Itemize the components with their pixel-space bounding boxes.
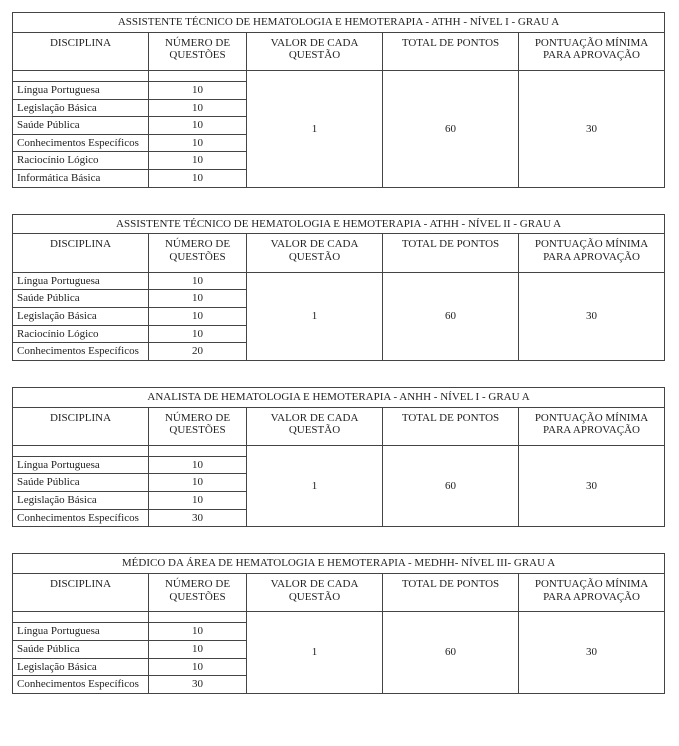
exam-table: ASSISTENTE TÉCNICO DE HEMATOLOGIA E HEMO… — [12, 214, 665, 361]
cell-valor: 1 — [247, 70, 383, 187]
table-title: ANALISTA DE HEMATOLOGIA E HEMOTERAPIA - … — [13, 387, 665, 407]
cell-pontuacao: 30 — [519, 70, 665, 187]
cell-valor: 1 — [247, 445, 383, 527]
header-numero: NÚMERO DE QUESTÕES — [149, 574, 247, 612]
cell-disciplina: Informática Básica — [13, 170, 149, 188]
cell-disciplina: Saúde Pública — [13, 474, 149, 492]
table-title: MÉDICO DA ÁREA DE HEMATOLOGIA E HEMOTERA… — [13, 554, 665, 574]
header-valor: VALOR DE CADA QUESTÃO — [247, 234, 383, 272]
header-valor: VALOR DE CADA QUESTÃO — [247, 574, 383, 612]
cell-total: 60 — [383, 612, 519, 694]
cell-numero: 10 — [149, 272, 247, 290]
cell-numero: 10 — [149, 117, 247, 135]
cell-disciplina: Saúde Pública — [13, 290, 149, 308]
exam-table: ANALISTA DE HEMATOLOGIA E HEMOTERAPIA - … — [12, 387, 665, 527]
cell-disciplina: Língua Portuguesa — [13, 81, 149, 99]
header-total: TOTAL DE PONTOS — [383, 574, 519, 612]
cell-disciplina: Legislação Básica — [13, 658, 149, 676]
table-block: ANALISTA DE HEMATOLOGIA E HEMOTERAPIA - … — [12, 387, 667, 527]
cell-numero: 10 — [149, 290, 247, 308]
cell-numero: 10 — [149, 307, 247, 325]
table-title: ASSISTENTE TÉCNICO DE HEMATOLOGIA E HEMO… — [13, 214, 665, 234]
header-total: TOTAL DE PONTOS — [383, 407, 519, 445]
header-pontuacao: PONTUAÇÃO MÍNIMA PARA APROVAÇÃO — [519, 407, 665, 445]
cell-disciplina: Legislação Básica — [13, 99, 149, 117]
cell-numero: 10 — [149, 474, 247, 492]
cell-numero: 10 — [149, 99, 247, 117]
exam-table: MÉDICO DA ÁREA DE HEMATOLOGIA E HEMOTERA… — [12, 553, 665, 693]
table-block: ASSISTENTE TÉCNICO DE HEMATOLOGIA E HEMO… — [12, 214, 667, 361]
cell-disciplina: Conhecimentos Específicos — [13, 134, 149, 152]
document-root: ASSISTENTE TÉCNICO DE HEMATOLOGIA E HEMO… — [12, 12, 667, 694]
cell-pontuacao: 30 — [519, 612, 665, 694]
cell-disciplina: Conhecimentos Específicos — [13, 676, 149, 694]
header-numero: NÚMERO DE QUESTÕES — [149, 234, 247, 272]
header-valor: VALOR DE CADA QUESTÃO — [247, 407, 383, 445]
cell-total: 60 — [383, 70, 519, 187]
header-pontuacao: PONTUAÇÃO MÍNIMA PARA APROVAÇÃO — [519, 32, 665, 70]
cell-disciplina: Conhecimentos Específicos — [13, 343, 149, 361]
header-valor: VALOR DE CADA QUESTÃO — [247, 32, 383, 70]
cell-pontuacao: 30 — [519, 272, 665, 360]
cell-pontuacao: 30 — [519, 445, 665, 527]
cell-total: 60 — [383, 445, 519, 527]
cell-numero: 10 — [149, 81, 247, 99]
cell-disciplina: Língua Portuguesa — [13, 272, 149, 290]
cell-numero: 10 — [149, 640, 247, 658]
cell-numero: 10 — [149, 134, 247, 152]
cell-numero: 10 — [149, 170, 247, 188]
header-numero: NÚMERO DE QUESTÕES — [149, 407, 247, 445]
cell-numero: 10 — [149, 658, 247, 676]
cell-valor: 1 — [247, 272, 383, 360]
cell-disciplina: Língua Portuguesa — [13, 623, 149, 641]
cell-valor: 1 — [247, 612, 383, 694]
cell-numero: 30 — [149, 509, 247, 527]
cell-disciplina: Saúde Pública — [13, 640, 149, 658]
spacer-row: 16030 — [13, 70, 665, 81]
exam-table: ASSISTENTE TÉCNICO DE HEMATOLOGIA E HEMO… — [12, 12, 665, 188]
cell-numero: 10 — [149, 325, 247, 343]
header-disciplina: DISCIPLINA — [13, 32, 149, 70]
header-total: TOTAL DE PONTOS — [383, 234, 519, 272]
cell-disciplina: Língua Portuguesa — [13, 456, 149, 474]
cell-total: 60 — [383, 272, 519, 360]
table-block: ASSISTENTE TÉCNICO DE HEMATOLOGIA E HEMO… — [12, 12, 667, 188]
cell-numero: 30 — [149, 676, 247, 694]
table-row: Língua Portuguesa1016030 — [13, 272, 665, 290]
cell-disciplina: Raciocínio Lógico — [13, 152, 149, 170]
spacer-row: 16030 — [13, 612, 665, 623]
header-total: TOTAL DE PONTOS — [383, 32, 519, 70]
cell-disciplina: Saúde Pública — [13, 117, 149, 135]
cell-numero: 10 — [149, 152, 247, 170]
cell-numero: 10 — [149, 623, 247, 641]
cell-numero: 20 — [149, 343, 247, 361]
header-numero: NÚMERO DE QUESTÕES — [149, 32, 247, 70]
header-disciplina: DISCIPLINA — [13, 234, 149, 272]
header-disciplina: DISCIPLINA — [13, 407, 149, 445]
table-title: ASSISTENTE TÉCNICO DE HEMATOLOGIA E HEMO… — [13, 13, 665, 33]
spacer-row: 16030 — [13, 445, 665, 456]
header-disciplina: DISCIPLINA — [13, 574, 149, 612]
cell-disciplina: Conhecimentos Específicos — [13, 509, 149, 527]
table-block: MÉDICO DA ÁREA DE HEMATOLOGIA E HEMOTERA… — [12, 553, 667, 693]
header-pontuacao: PONTUAÇÃO MÍNIMA PARA APROVAÇÃO — [519, 234, 665, 272]
cell-numero: 10 — [149, 492, 247, 510]
cell-disciplina: Legislação Básica — [13, 307, 149, 325]
header-pontuacao: PONTUAÇÃO MÍNIMA PARA APROVAÇÃO — [519, 574, 665, 612]
cell-numero: 10 — [149, 456, 247, 474]
cell-disciplina: Raciocínio Lógico — [13, 325, 149, 343]
cell-disciplina: Legislação Básica — [13, 492, 149, 510]
